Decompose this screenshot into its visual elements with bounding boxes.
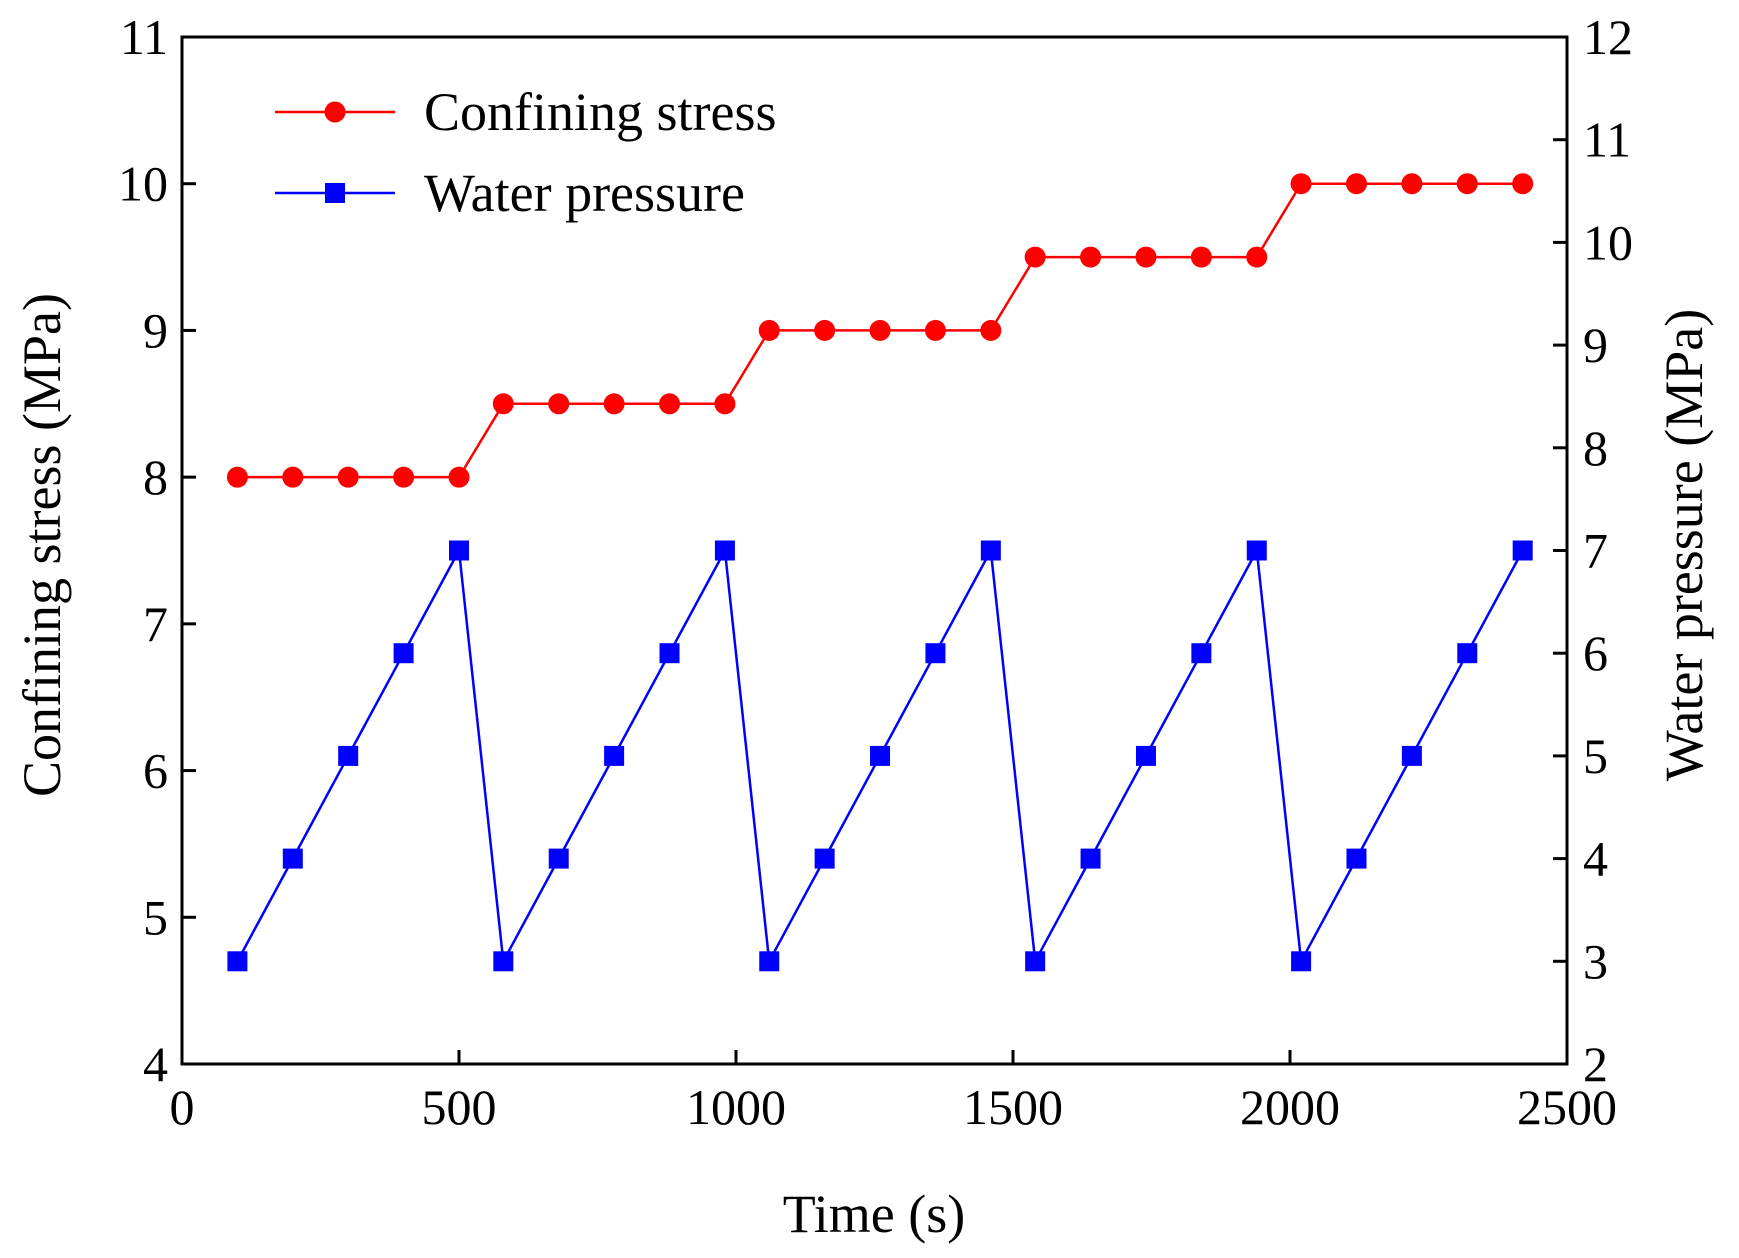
y-right-tick-label: 4 (1583, 831, 1608, 887)
x-tick-label: 1500 (963, 1079, 1063, 1135)
y-right-tick-label: 5 (1583, 728, 1608, 784)
y-right-tick-label: 11 (1583, 112, 1631, 168)
water-pressure-point (338, 745, 359, 766)
confining-stress-point (1080, 246, 1102, 268)
confining-stress-point (1135, 246, 1157, 268)
y-right-tick-label: 6 (1583, 625, 1608, 681)
y-axis-right-title: Water pressure (MPa) (1654, 309, 1714, 781)
y-left-tick-label: 6 (143, 743, 168, 799)
y-right-tick-label: 8 (1583, 420, 1608, 476)
water-pressure-point (1457, 643, 1478, 664)
water-pressure-point (980, 540, 1001, 561)
y-right-tick-label: 3 (1583, 933, 1608, 989)
y-left-tick-label: 9 (143, 302, 168, 358)
water-pressure-point (1080, 848, 1101, 869)
confining-stress-point (1456, 173, 1478, 195)
y-left-tick-label: 10 (118, 156, 168, 212)
y-left-tick-label: 8 (143, 449, 168, 505)
water-pressure-point (1246, 540, 1267, 561)
legend-label-confining-stress: Confining stress (424, 82, 777, 142)
water-pressure-point (1191, 643, 1212, 664)
y-right-tick-label: 9 (1583, 317, 1608, 373)
confining-stress-point (282, 466, 304, 488)
y-left-tick-label: 4 (143, 1036, 168, 1092)
y-axis-left-title: Confining stress (MPa) (12, 293, 72, 797)
confining-stress-point (1190, 246, 1212, 268)
x-tick-label: 500 (422, 1079, 497, 1135)
legend-marker-water-pressure (325, 183, 345, 203)
water-pressure-point (1135, 745, 1156, 766)
water-pressure-point (759, 951, 780, 972)
confining-stress-point (1401, 173, 1423, 195)
confining-stress-point (1290, 173, 1312, 195)
x-tick-label: 1000 (686, 1079, 786, 1135)
series-layer (226, 173, 1534, 972)
water-pressure-point (393, 643, 414, 664)
confining-stress-point (980, 319, 1002, 341)
water-pressure-point (659, 643, 680, 664)
y-left-tick-label: 7 (143, 596, 168, 652)
water-pressure-point (1401, 745, 1422, 766)
confining-stress-point (1024, 246, 1046, 268)
water-pressure-point (1346, 848, 1367, 869)
water-pressure-point (227, 951, 248, 972)
y-right-tick-label: 2 (1583, 1036, 1608, 1092)
x-axis: 0 500 1000 1500 2000 2500 (170, 1050, 1617, 1135)
confining-stress-point (393, 466, 415, 488)
water-pressure-point (493, 951, 514, 972)
x-axis-title: Time (s) (783, 1184, 966, 1244)
confining-stress-point (758, 319, 780, 341)
y-left-tick-label: 11 (120, 9, 168, 65)
y-right-tick-label: 12 (1583, 9, 1633, 65)
confining-stress-point (337, 466, 359, 488)
confining-stress-point (1345, 173, 1367, 195)
y-axis-right: 2 3 4 5 6 7 8 9 10 11 12 (1553, 9, 1633, 1092)
x-tick-label: 0 (170, 1079, 195, 1135)
confining-stress-point (492, 393, 514, 415)
confining-stress-point (603, 393, 625, 415)
series-confining-stress (226, 173, 1534, 488)
legend-marker-confining-stress (324, 101, 346, 123)
water-pressure-point (1025, 951, 1046, 972)
series-water-pressure (227, 540, 1533, 972)
confining-stress-point (869, 319, 891, 341)
x-tick-label: 2500 (1517, 1079, 1617, 1135)
legend: Confining stress Water pressure (275, 82, 777, 223)
water-pressure-point (548, 848, 569, 869)
confining-stress-point (226, 466, 248, 488)
confining-stress-point (714, 393, 736, 415)
y-left-tick-label: 5 (143, 889, 168, 945)
water-pressure-point (604, 745, 625, 766)
confining-stress-point (924, 319, 946, 341)
water-pressure-point (925, 643, 946, 664)
legend-label-water-pressure: Water pressure (424, 163, 745, 223)
water-pressure-point (449, 540, 469, 561)
water-pressure-point (1291, 951, 1312, 972)
y-right-tick-label: 7 (1583, 523, 1608, 579)
confining-stress-point (448, 466, 470, 488)
confining-stress-point (814, 319, 836, 341)
confining-stress-point (1512, 173, 1534, 195)
water-pressure-point (814, 848, 835, 869)
water-pressure-point (1512, 540, 1533, 561)
water-pressure-point (870, 745, 891, 766)
confining-stress-point (659, 393, 681, 415)
water-pressure-point (714, 540, 735, 561)
confining-stress-point (548, 393, 570, 415)
y-right-tick-label: 10 (1583, 214, 1633, 270)
y-axis-left: 4 5 6 7 8 9 10 11 (118, 9, 196, 1092)
water-pressure-point (282, 848, 303, 869)
x-tick-label: 2000 (1240, 1079, 1340, 1135)
confining-stress-point (1246, 246, 1268, 268)
